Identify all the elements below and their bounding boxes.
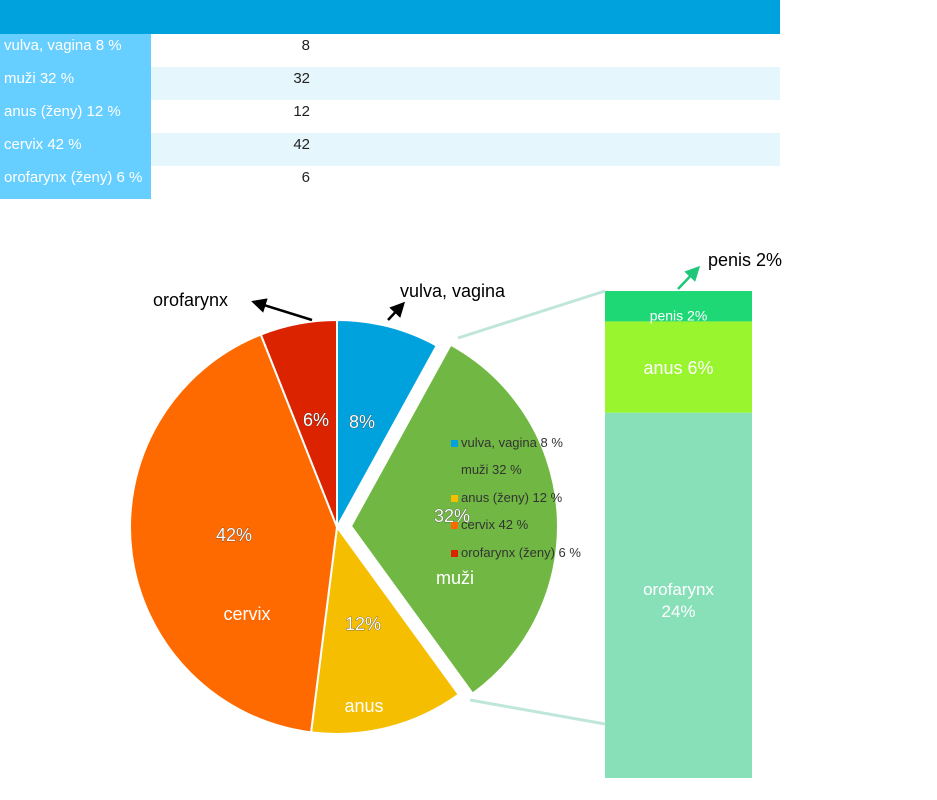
- callout-arrow: [251, 298, 313, 322]
- connector-line: [457, 289, 606, 340]
- legend-swatch: [451, 440, 458, 447]
- data-table: vulva, vagina 8 % 8 muži 32 % 32 anus (ž…: [0, 0, 780, 199]
- legend-label: muži 32 %: [461, 462, 522, 477]
- legend-label: vulva, vagina 8 %: [461, 435, 563, 450]
- bar-segment-label: 24%: [661, 602, 695, 621]
- bar-segment: [605, 291, 752, 322]
- table-row: cervix 42 % 42: [0, 133, 780, 166]
- slice-inside-label: muži: [436, 568, 474, 588]
- row-value: 6: [301, 169, 310, 186]
- legend-label: cervix 42 %: [461, 517, 529, 532]
- pie-slice: [336, 318, 439, 528]
- pie-of-bar-chart: 8% 32% muži 12% anus 42% cervix 6% vulva, vagina…: [129, 250, 782, 778]
- pie-slice: [129, 333, 339, 734]
- pie-slice: [309, 524, 461, 735]
- callout-vulva-vagina: vulva, vagina: [400, 281, 506, 301]
- slice-inside-label: cervix: [223, 604, 270, 624]
- row-value: 32: [293, 70, 310, 87]
- row-value: 8: [301, 37, 310, 54]
- bar-segment-label: orofarynx: [643, 580, 714, 599]
- row-label: cervix 42 %: [0, 133, 151, 166]
- table-row: anus (ženy) 12 % 12: [0, 100, 780, 133]
- table-header: [0, 0, 780, 34]
- legend-label: orofarynx (ženy) 6 %: [461, 545, 581, 560]
- legend-swatch: [451, 495, 458, 502]
- slice-percent-label: 32%: [434, 506, 470, 526]
- callout-arrow: [677, 265, 701, 290]
- bar-segment-label: penis 2%: [650, 307, 708, 323]
- connector-line: [469, 698, 606, 726]
- slice-inside-label: anus: [344, 696, 383, 716]
- table-row: muži 32 % 32: [0, 67, 780, 100]
- slice-percent-label: 42%: [216, 525, 252, 545]
- table-row: orofarynx (ženy) 6 % 6: [0, 166, 780, 199]
- row-label: muži 32 %: [0, 67, 151, 100]
- callout-penis: penis 2%: [708, 250, 782, 270]
- row-label: orofarynx (ženy) 6 %: [0, 166, 151, 199]
- bar-segment: [605, 412, 752, 778]
- bar-segment-label: anus 6%: [643, 358, 713, 378]
- row-label: vulva, vagina 8 %: [0, 34, 151, 67]
- row-value: 12: [293, 103, 310, 120]
- slice-percent-label: 6%: [303, 410, 329, 430]
- row-value: 42: [293, 136, 310, 153]
- legend-swatch: [451, 522, 458, 529]
- callout-orofarynx: orofarynx: [153, 290, 228, 310]
- callout-arrow: [387, 301, 406, 321]
- slice-percent-label: 12%: [345, 614, 381, 634]
- row-label: anus (ženy) 12 %: [0, 100, 151, 133]
- legend-label: anus (ženy) 12 %: [461, 490, 563, 505]
- pie-slice: [349, 343, 559, 695]
- legend-swatch: [451, 550, 458, 557]
- slice-percent-label: 8%: [349, 412, 375, 432]
- pie-slice: [259, 318, 338, 528]
- table-row: vulva, vagina 8 % 8: [0, 34, 780, 67]
- bar-segment: [605, 321, 752, 413]
